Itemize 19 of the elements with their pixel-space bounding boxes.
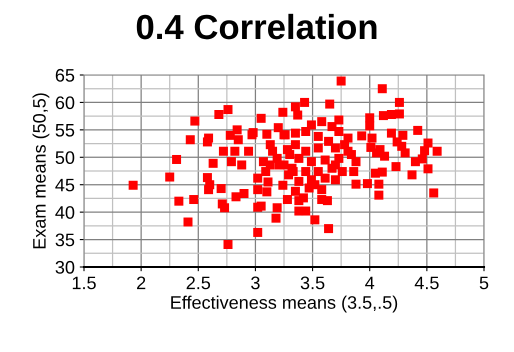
x-tick-label: 3.5 [300,276,324,290]
y-tick-label: 60 [56,96,74,110]
y-tick-label: 45 [55,178,74,192]
y-axis-title: Exam means (50,5) [32,93,50,248]
x-axis-title: Effectiveness means (3.5,.5) [171,296,398,312]
x-tick-label: 5 [480,276,488,290]
x-tick-label: 4.5 [414,276,439,290]
chart-title: 0.4 Correlation [136,14,376,40]
x-tick-label: 4 [365,276,374,290]
y-tick-label: 50 [56,151,74,164]
y-tick-label: 35 [56,234,74,246]
x-tick-label: 1.5 [72,276,96,290]
y-tick-label: 30 [56,260,74,274]
y-tick-label: 40 [55,206,74,219]
x-tick-label: 3 [251,276,260,290]
x-tick-label: 2.5 [186,276,210,290]
y-tick-label: 65 [56,68,74,82]
x-tick-label: 2 [137,276,146,290]
y-tick-label: 55 [56,124,74,137]
